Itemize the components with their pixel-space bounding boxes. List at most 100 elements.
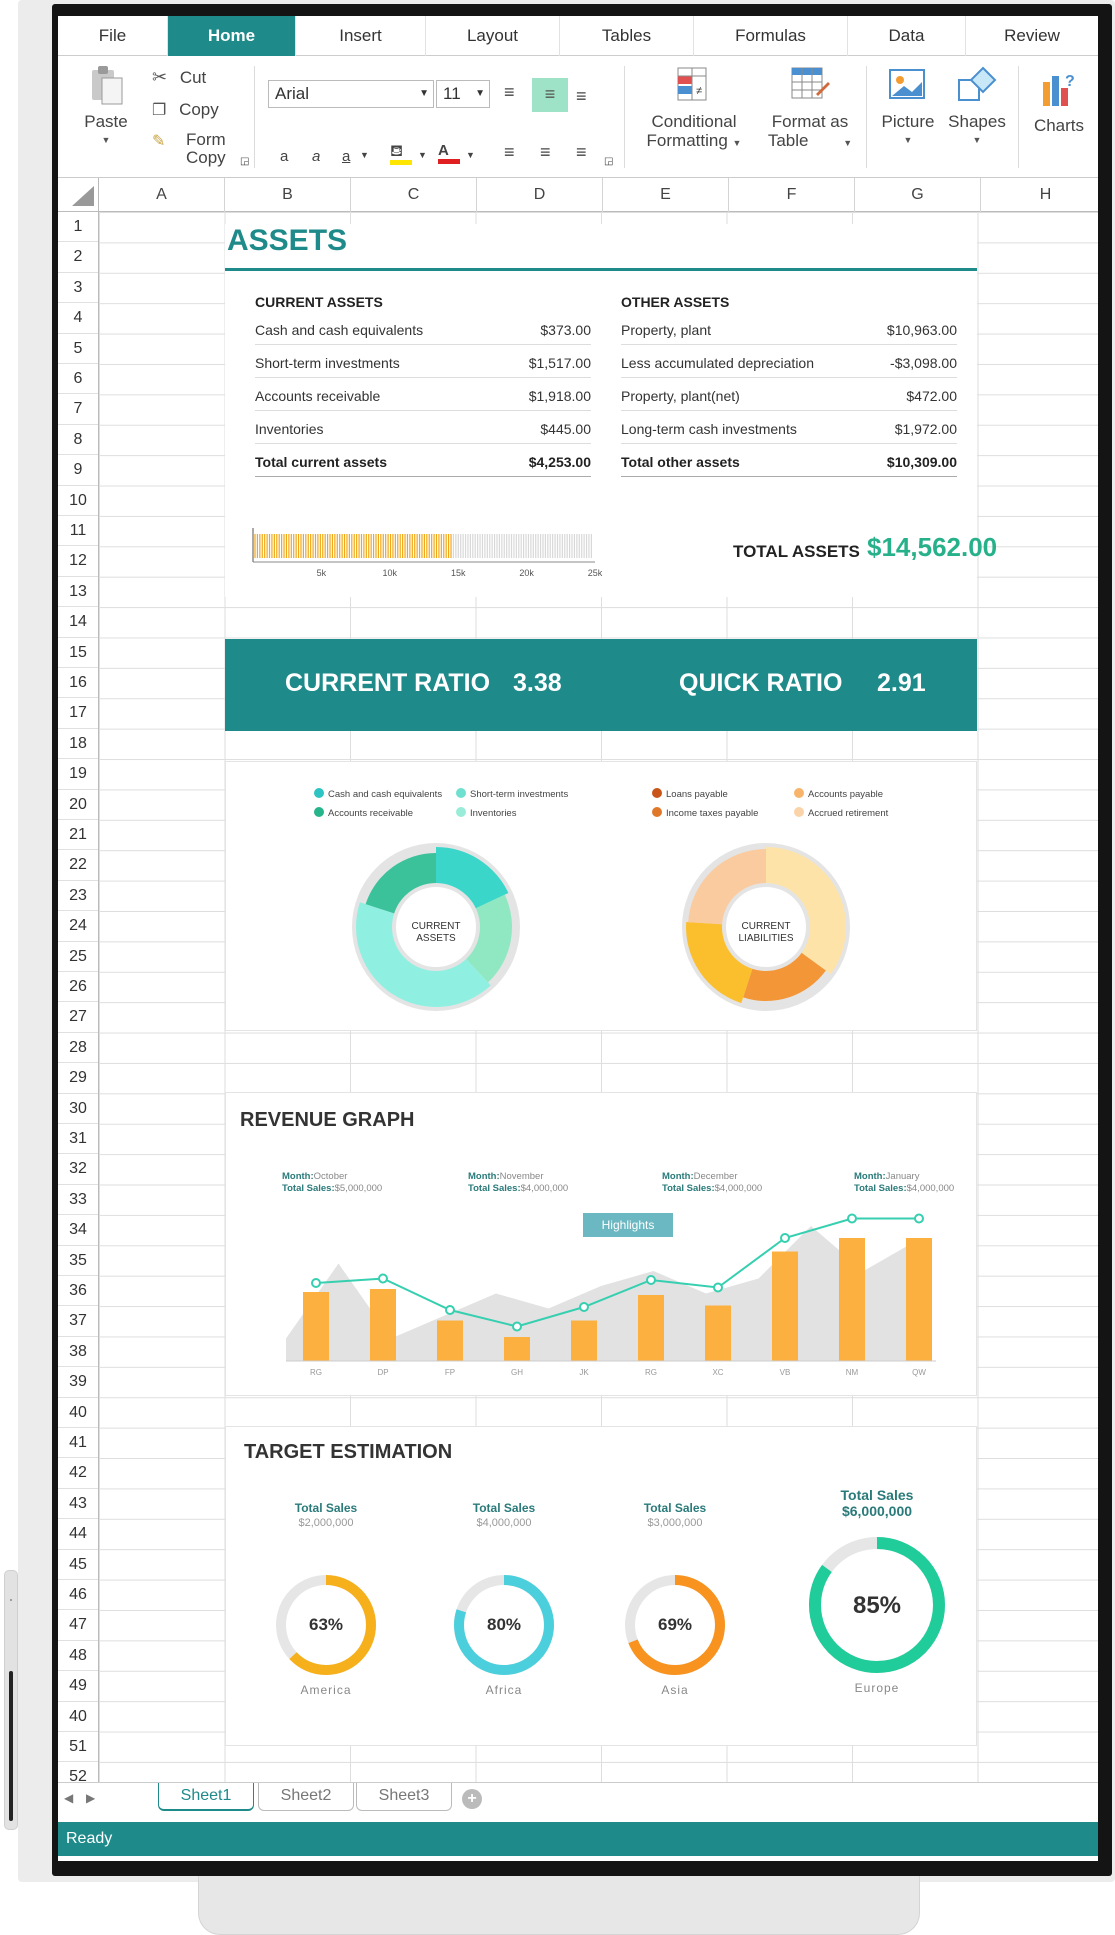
row-header[interactable]: 12: [58, 546, 98, 577]
row-header[interactable]: 43: [58, 1489, 98, 1520]
align-right-icon[interactable]: ≡: [576, 142, 587, 162]
font-name-select[interactable]: Arial ▼: [268, 80, 434, 108]
row-header[interactable]: 38: [58, 1337, 98, 1368]
row-header[interactable]: 27: [58, 1002, 98, 1033]
align-top-icon[interactable]: ≡: [504, 82, 515, 102]
tab-review[interactable]: Review: [1004, 26, 1060, 45]
charts-button[interactable]: ? Charts: [1024, 68, 1094, 135]
row-header[interactable]: 41: [58, 1428, 98, 1459]
row-header[interactable]: 30: [58, 1094, 98, 1124]
clipboard-launcher-icon[interactable]: ◲: [240, 156, 250, 167]
column-header-d[interactable]: D: [477, 178, 603, 212]
row-header[interactable]: 29: [58, 1063, 98, 1094]
column-header-g[interactable]: G: [855, 178, 981, 212]
tab-formulas[interactable]: Formulas: [694, 16, 848, 56]
fill-dropdown-icon[interactable]: ▼: [418, 150, 427, 160]
row-header[interactable]: 26: [58, 972, 98, 1003]
row-header[interactable]: 22: [58, 850, 98, 881]
column-header-c[interactable]: C: [351, 178, 477, 212]
row-header[interactable]: 23: [58, 881, 98, 912]
tab-home[interactable]: Home: [168, 16, 296, 56]
row-header[interactable]: 11: [58, 516, 98, 547]
row-header[interactable]: 42: [58, 1458, 98, 1489]
align-bottom-icon[interactable]: ≡: [576, 86, 587, 106]
next-sheet-icon[interactable]: ▶: [86, 1791, 96, 1805]
font-size-select[interactable]: 11 ▼: [436, 80, 490, 108]
conditional-formatting-button[interactable]: ≠ Conditional Formatting ▼: [636, 64, 752, 153]
row-header[interactable]: 6: [58, 364, 98, 395]
select-all-corner[interactable]: [58, 178, 99, 212]
row-header[interactable]: 1: [58, 212, 98, 243]
column-header-b[interactable]: B: [225, 178, 351, 212]
font-a-underline[interactable]: a: [342, 148, 351, 165]
row-header[interactable]: 9: [58, 455, 98, 486]
row-header[interactable]: 48: [58, 1641, 98, 1672]
sheet-tab-1[interactable]: Sheet1: [158, 1783, 254, 1811]
row-header[interactable]: 5: [58, 334, 98, 364]
add-sheet-icon[interactable]: +: [462, 1789, 482, 1809]
row-header[interactable]: 25: [58, 942, 98, 972]
row-header[interactable]: 51: [58, 1732, 98, 1763]
row-header[interactable]: 36: [58, 1276, 98, 1307]
row-header[interactable]: 20: [58, 790, 98, 820]
picture-button[interactable]: Picture ▼: [872, 64, 944, 150]
row-header[interactable]: 49: [58, 1671, 98, 1702]
row-header[interactable]: 45: [58, 1550, 98, 1580]
row-header[interactable]: 37: [58, 1306, 98, 1337]
row-header[interactable]: 21: [58, 820, 98, 851]
tab-data[interactable]: Data: [848, 16, 966, 56]
fill-color-button[interactable]: ⛾: [390, 142, 412, 165]
row-header[interactable]: 24: [58, 911, 98, 942]
row-header[interactable]: 31: [58, 1124, 98, 1155]
row-header[interactable]: 40: [58, 1398, 98, 1428]
font-color-dropdown-icon[interactable]: ▼: [466, 150, 475, 160]
row-header[interactable]: 46: [58, 1580, 98, 1611]
column-header-f[interactable]: F: [729, 178, 855, 212]
row-header[interactable]: 34: [58, 1215, 98, 1246]
row-header[interactable]: 33: [58, 1185, 98, 1216]
highlights-tag[interactable]: Highlights: [583, 1213, 673, 1237]
sheet-tab-3[interactable]: Sheet3: [356, 1783, 452, 1811]
align-left-icon[interactable]: ≡: [504, 142, 515, 162]
cut-button[interactable]: ✂ Cut: [152, 67, 207, 88]
row-header[interactable]: 32: [58, 1154, 98, 1185]
font-a-normal[interactable]: a: [280, 148, 289, 165]
row-header[interactable]: 14: [58, 607, 98, 638]
tab-insert[interactable]: Insert: [296, 16, 426, 56]
row-header[interactable]: 4: [58, 303, 98, 334]
font-color-button[interactable]: A: [438, 142, 460, 164]
tab-file[interactable]: File: [58, 16, 168, 56]
tab-layout[interactable]: Layout: [426, 16, 560, 56]
column-header-e[interactable]: E: [603, 178, 729, 212]
row-header[interactable]: 40: [58, 1702, 98, 1732]
font-a-italic[interactable]: a: [312, 148, 321, 165]
copy-button[interactable]: ❐ Copy: [152, 100, 219, 119]
paste-button[interactable]: Paste ▼: [78, 64, 134, 150]
row-header[interactable]: 7: [58, 394, 98, 425]
align-center-icon[interactable]: ≡: [540, 142, 551, 162]
row-header[interactable]: 10: [58, 486, 98, 516]
row-header[interactable]: 15: [58, 638, 98, 668]
align-middle-icon[interactable]: ≡: [532, 78, 568, 112]
row-header[interactable]: 3: [58, 273, 98, 304]
row-header[interactable]: 47: [58, 1610, 98, 1641]
row-header[interactable]: 16: [58, 668, 98, 699]
row-header[interactable]: 39: [58, 1367, 98, 1398]
row-header[interactable]: 2: [58, 242, 98, 273]
tab-tables[interactable]: Tables: [560, 16, 694, 56]
column-header-h[interactable]: H: [981, 178, 1098, 212]
row-header[interactable]: 13: [58, 577, 98, 608]
row-header[interactable]: 28: [58, 1033, 98, 1064]
row-header[interactable]: 19: [58, 759, 98, 790]
row-header[interactable]: 35: [58, 1246, 98, 1276]
shapes-button[interactable]: Shapes ▼: [944, 64, 1010, 150]
prev-sheet-icon[interactable]: ◀: [64, 1791, 74, 1805]
underline-dropdown-icon[interactable]: ▼: [360, 150, 369, 160]
font-launcher-icon[interactable]: ◲: [604, 156, 614, 167]
sheet-tab-2[interactable]: Sheet2: [258, 1783, 354, 1811]
row-header[interactable]: 44: [58, 1519, 98, 1550]
column-header-a[interactable]: A: [99, 178, 225, 212]
format-as-table-button[interactable]: Format as Table ▼: [760, 64, 860, 153]
row-header[interactable]: 17: [58, 698, 98, 729]
row-header[interactable]: 18: [58, 729, 98, 760]
